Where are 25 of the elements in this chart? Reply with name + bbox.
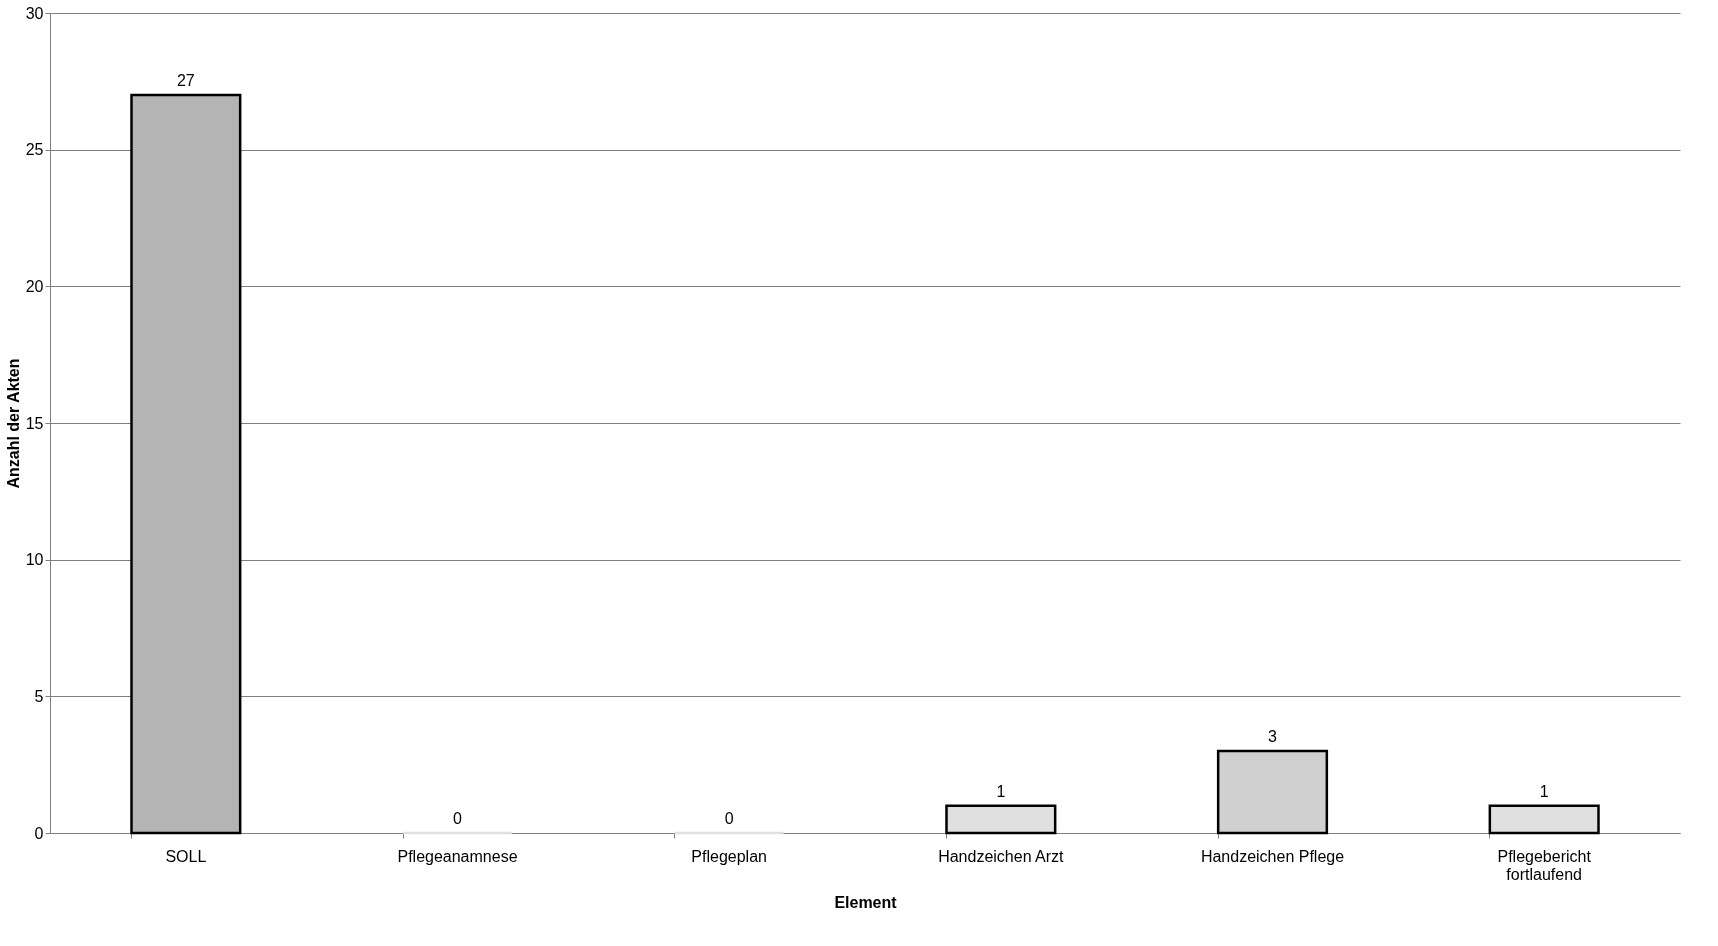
y-tick-label: 0	[34, 824, 44, 842]
data-label: 1	[996, 782, 1006, 800]
x-tick-label: Pflegeplan	[691, 847, 767, 865]
bar	[1488, 804, 1600, 835]
bar	[945, 804, 1057, 835]
data-label: 0	[724, 810, 734, 827]
bar	[130, 93, 242, 835]
x-tick-label: Handzeichen Pflege	[1200, 847, 1345, 865]
y-tick-label: 20	[25, 277, 44, 295]
x-tick-label: Pflegebericht fortlaufend	[1497, 847, 1592, 883]
y-tick-label: 15	[25, 414, 44, 432]
data-label: 1	[1539, 782, 1549, 800]
data-label: 3	[1268, 728, 1278, 745]
y-tick-label: 10	[25, 551, 44, 569]
bar	[1216, 749, 1329, 835]
y-tick-label: 5	[34, 687, 44, 705]
y-tick-label: 30	[25, 4, 44, 22]
data-label: 0	[453, 810, 463, 827]
y-axis-title: Anzahl der Akten	[4, 358, 22, 489]
x-tick-label: Handzeichen Arzt	[938, 847, 1065, 865]
y-tick-label: 25	[25, 141, 44, 159]
x-tick-label: SOLL	[165, 847, 207, 865]
x-tick-label: Pflegeanamnese	[397, 847, 518, 865]
data-label: 27	[176, 72, 195, 89]
x-axis-title: Element	[834, 893, 898, 911]
